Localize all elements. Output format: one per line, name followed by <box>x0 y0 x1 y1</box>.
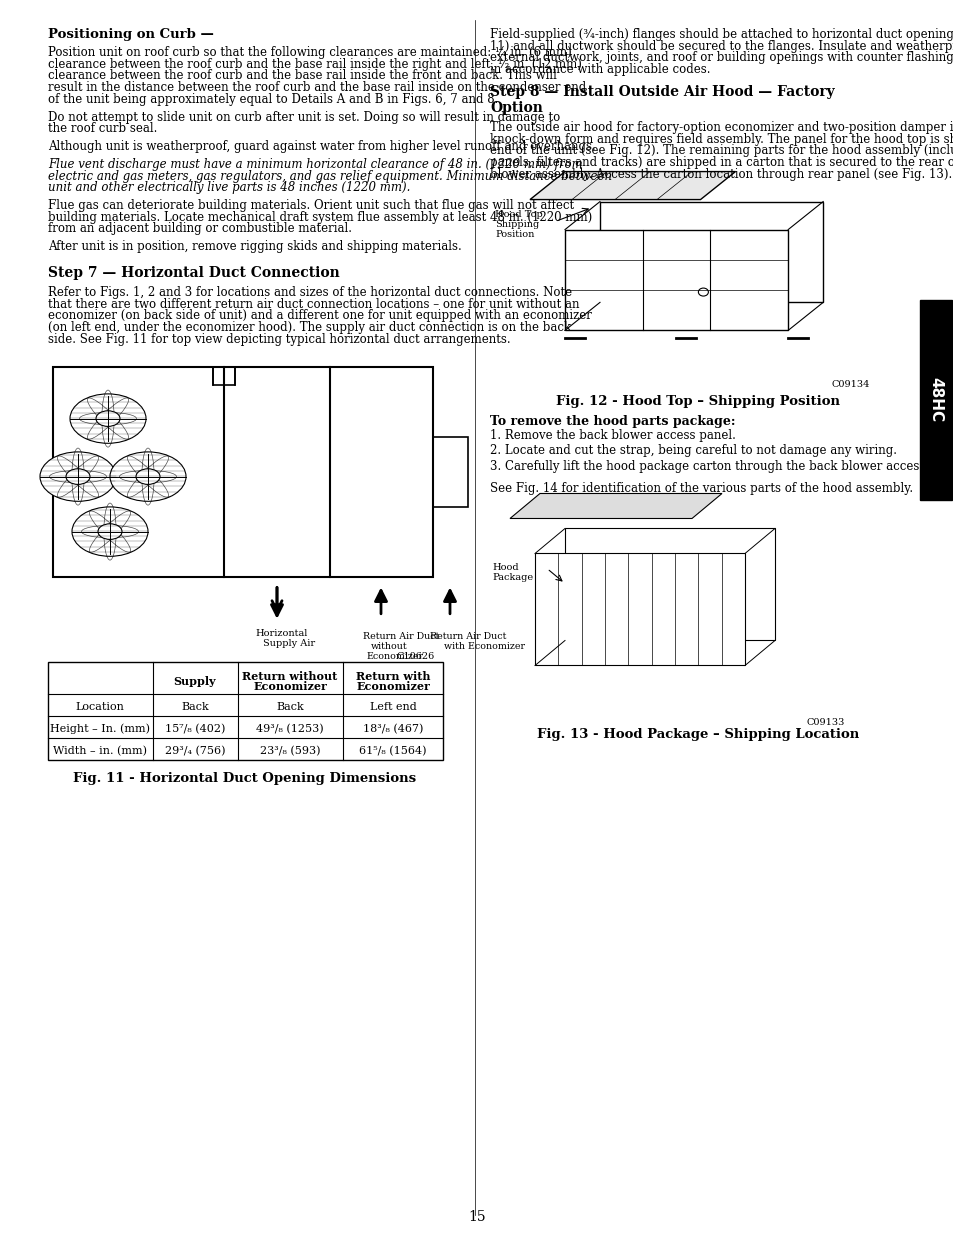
Ellipse shape <box>110 452 186 501</box>
Text: 3. Carefully lift the hood package carton through the back blower access opening: 3. Carefully lift the hood package carto… <box>490 459 953 473</box>
Text: knock-down form and requires field assembly. The panel for the hood top is shipp: knock-down form and requires field assem… <box>490 132 953 146</box>
Text: 18³/₈ (467): 18³/₈ (467) <box>362 724 423 734</box>
Text: (on left end, under the economizer hood). The supply air duct connection is on t: (on left end, under the economizer hood)… <box>48 321 571 335</box>
Text: panels, filters and tracks) are shipped in a carton that is secured to the rear : panels, filters and tracks) are shipped … <box>490 156 953 169</box>
Text: The outside air hood for factory-option economizer and two-position damper is sh: The outside air hood for factory-option … <box>490 121 953 133</box>
Text: 49³/₈ (1253): 49³/₈ (1253) <box>256 724 323 734</box>
Text: Hood: Hood <box>492 563 518 573</box>
Text: Shipping: Shipping <box>495 220 538 228</box>
Text: To remove the hood parts package:: To remove the hood parts package: <box>490 415 735 427</box>
Text: Package: Package <box>492 573 533 583</box>
Text: with Economizer: with Economizer <box>443 642 524 651</box>
Text: Economizer: Economizer <box>355 680 430 692</box>
Ellipse shape <box>98 524 122 540</box>
Text: Position unit on roof curb so that the following clearances are maintained: ¹⁄₄ : Position unit on roof curb so that the f… <box>48 46 571 59</box>
Text: Economizer: Economizer <box>367 652 423 661</box>
Text: Return without: Return without <box>242 671 337 682</box>
Text: Position: Position <box>495 230 534 238</box>
Text: Flue gas can deteriorate building materials. Orient unit such that flue gas will: Flue gas can deteriorate building materi… <box>48 199 574 212</box>
Text: Hood Top: Hood Top <box>495 210 542 219</box>
Text: Width – in. (mm): Width – in. (mm) <box>53 746 147 756</box>
Text: in accordance with applicable codes.: in accordance with applicable codes. <box>490 63 710 77</box>
Text: C09134: C09134 <box>831 379 869 389</box>
Text: unit and other electrically live parts is 48 inches (1220 mm).: unit and other electrically live parts i… <box>48 182 410 194</box>
Ellipse shape <box>136 469 160 484</box>
Text: end of the unit (see Fig. 12). The remaining parts for the hood assembly (includ: end of the unit (see Fig. 12). The remai… <box>490 144 953 157</box>
Text: Back: Back <box>181 701 209 711</box>
Text: 15⁷/₈ (402): 15⁷/₈ (402) <box>165 724 225 734</box>
Text: Option: Option <box>490 101 542 115</box>
Text: Step 8 — Install Outside Air Hood — Factory: Step 8 — Install Outside Air Hood — Fact… <box>490 85 834 99</box>
Text: Fig. 11 - Horizontal Duct Opening Dimensions: Fig. 11 - Horizontal Duct Opening Dimens… <box>73 772 416 784</box>
Text: Left end: Left end <box>369 701 416 711</box>
Text: Do not attempt to slide unit on curb after unit is set. Doing so will result in : Do not attempt to slide unit on curb aft… <box>48 111 559 124</box>
Text: clearance between the roof curb and the base rail inside the right and left, ¹⁄₂: clearance between the roof curb and the … <box>48 58 581 70</box>
Ellipse shape <box>66 469 90 484</box>
Polygon shape <box>535 553 744 666</box>
Text: 29³/₄ (756): 29³/₄ (756) <box>165 746 225 756</box>
Text: Economizer: Economizer <box>253 680 327 692</box>
Ellipse shape <box>71 506 148 556</box>
Text: Horizontal: Horizontal <box>254 629 307 637</box>
Bar <box>48 662 442 760</box>
Text: 23³/₈ (593): 23³/₈ (593) <box>259 746 320 756</box>
Text: Step 7 — Horizontal Duct Connection: Step 7 — Horizontal Duct Connection <box>48 266 339 280</box>
Text: building materials. Locate mechanical draft system flue assembly at least 48 in.: building materials. Locate mechanical dr… <box>48 211 592 224</box>
Ellipse shape <box>70 394 146 443</box>
Text: Refer to Figs. 1, 2 and 3 for locations and sizes of the horizontal duct connect: Refer to Figs. 1, 2 and 3 for locations … <box>48 287 572 299</box>
Text: from an adjacent building or combustible material.: from an adjacent building or combustible… <box>48 222 352 236</box>
Text: 61⁵/₈ (1564): 61⁵/₈ (1564) <box>359 746 426 756</box>
Text: of the unit being approximately equal to Details A and B in Figs. 6, 7 and 8.: of the unit being approximately equal to… <box>48 93 497 106</box>
Text: 1. Remove the back blower access panel.: 1. Remove the back blower access panel. <box>490 429 735 442</box>
Text: clearance between the roof curb and the base rail inside the front and back. Thi: clearance between the roof curb and the … <box>48 69 557 83</box>
Text: the roof curb seal.: the roof curb seal. <box>48 122 157 136</box>
Text: economizer (on back side of unit) and a different one for unit equipped with an : economizer (on back side of unit) and a … <box>48 310 591 322</box>
Text: that there are two different return air duct connection locations – one for unit: that there are two different return air … <box>48 298 578 311</box>
Text: Return Air Duct: Return Air Duct <box>430 631 506 641</box>
Text: See Fig. 14 for identification of the various parts of the hood assembly.: See Fig. 14 for identification of the va… <box>490 482 912 495</box>
Bar <box>919 300 951 500</box>
Text: Supply Air: Supply Air <box>263 638 314 647</box>
Text: 2. Locate and cut the strap, being careful to not damage any wiring.: 2. Locate and cut the strap, being caref… <box>490 445 896 457</box>
Ellipse shape <box>40 452 116 501</box>
Text: Back: Back <box>275 701 304 711</box>
Text: Return Air Duct: Return Air Duct <box>363 631 439 641</box>
Text: external ductwork, joints, and roof or building openings with counter flashing a: external ductwork, joints, and roof or b… <box>490 52 953 64</box>
Bar <box>433 437 468 506</box>
Text: After unit is in position, remove rigging skids and shipping materials.: After unit is in position, remove riggin… <box>48 241 461 253</box>
Text: 11) and all ductwork should be secured to the flanges. Insulate and weatherproof: 11) and all ductwork should be secured t… <box>490 40 953 53</box>
Polygon shape <box>564 230 787 331</box>
Text: C10626: C10626 <box>396 652 435 661</box>
Text: blower assembly. Access the carton location through rear panel (see Fig. 13).: blower assembly. Access the carton locat… <box>490 168 951 180</box>
Text: Return with: Return with <box>355 671 430 682</box>
Text: Field-supplied (³⁄₄-inch) flanges should be attached to horizontal duct openings: Field-supplied (³⁄₄-inch) flanges should… <box>490 28 953 41</box>
Text: 48HC: 48HC <box>927 378 943 422</box>
Text: result in the distance between the roof curb and the base rail inside on the con: result in the distance between the roof … <box>48 82 586 94</box>
Text: electric and gas meters, gas regulators, and gas relief equipment. Minimum dista: electric and gas meters, gas regulators,… <box>48 169 612 183</box>
Polygon shape <box>530 172 735 200</box>
Text: Although unit is weatherproof, guard against water from higher level runoff and : Although unit is weatherproof, guard aga… <box>48 140 595 153</box>
Polygon shape <box>510 494 721 519</box>
Ellipse shape <box>96 411 120 426</box>
Text: without: without <box>371 642 407 651</box>
Text: Flue vent discharge must have a minimum horizontal clearance of 48 in. (1220 mm): Flue vent discharge must have a minimum … <box>48 158 582 170</box>
Bar <box>213 367 234 384</box>
Text: Supply: Supply <box>173 676 216 687</box>
Text: C09133: C09133 <box>806 719 844 727</box>
Text: 15: 15 <box>468 1210 485 1224</box>
Text: Height – In. (mm): Height – In. (mm) <box>50 724 150 734</box>
Text: Fig. 12 - Hood Top – Shipping Position: Fig. 12 - Hood Top – Shipping Position <box>556 394 840 408</box>
Text: side. See Fig. 11 for top view depicting typical horizontal duct arrangements.: side. See Fig. 11 for top view depicting… <box>48 333 510 346</box>
Text: Positioning on Curb —: Positioning on Curb — <box>48 28 213 41</box>
Text: Location: Location <box>75 701 124 711</box>
Text: Fig. 13 - Hood Package – Shipping Location: Fig. 13 - Hood Package – Shipping Locati… <box>537 729 859 741</box>
